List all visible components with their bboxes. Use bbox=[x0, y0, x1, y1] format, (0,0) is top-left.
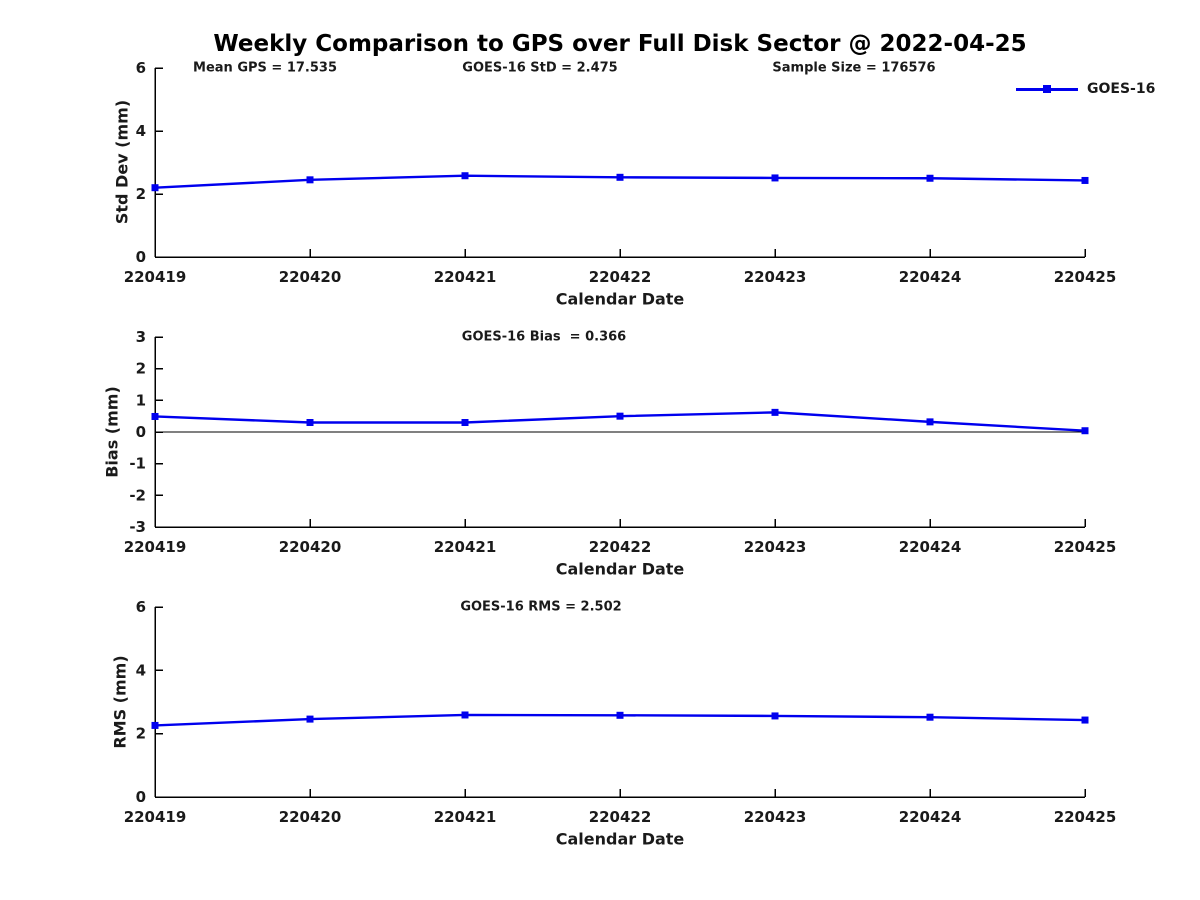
x-tick-label: 220424 bbox=[899, 268, 962, 286]
data-point-marker bbox=[1081, 176, 1089, 184]
x-tick-label: 220423 bbox=[744, 268, 807, 286]
y-tick-label: 0 bbox=[136, 248, 146, 266]
x-tick-label: 220424 bbox=[899, 538, 962, 556]
xlabel-std-dev: Calendar Date bbox=[555, 289, 685, 309]
y-tick-label: 0 bbox=[136, 788, 146, 806]
y-tick-label: 6 bbox=[136, 598, 146, 616]
data-point-marker bbox=[926, 713, 934, 721]
data-point-marker bbox=[306, 419, 314, 426]
x-tick-label: 220422 bbox=[589, 268, 652, 286]
x-tick-label: 220423 bbox=[744, 808, 807, 826]
y-tick-label: 4 bbox=[136, 661, 146, 679]
x-tick-label: 220424 bbox=[899, 808, 962, 826]
y-tick-label: 6 bbox=[136, 59, 146, 77]
x-tick-label: 220419 bbox=[124, 268, 187, 286]
x-tick-label: 220422 bbox=[589, 538, 652, 556]
legend-label: GOES-16 bbox=[1087, 81, 1156, 97]
data-point-marker bbox=[461, 172, 469, 180]
x-tick-label: 220425 bbox=[1054, 538, 1117, 556]
x-tick-label: 220421 bbox=[434, 808, 497, 826]
y-tick-label: 2 bbox=[136, 360, 146, 378]
annotation-goes16-std: GOES-16 StD = 2.475 bbox=[462, 60, 618, 76]
data-point-marker bbox=[926, 174, 934, 182]
annotation-goes16-bias: GOES-16 Bias = 0.366 bbox=[461, 329, 627, 345]
data-point-marker bbox=[771, 408, 779, 416]
y-tick-label: 2 bbox=[136, 185, 146, 203]
x-tick-label: 220423 bbox=[744, 538, 807, 556]
x-tick-label: 220419 bbox=[124, 538, 187, 556]
x-tick-label: 220421 bbox=[434, 538, 497, 556]
y-tick-label: -3 bbox=[129, 518, 146, 536]
annotation-goes16-rms: GOES-16 RMS = 2.502 bbox=[460, 599, 622, 615]
data-point-marker bbox=[151, 721, 159, 729]
x-tick-label: 220422 bbox=[589, 808, 652, 826]
y-tick-label: -2 bbox=[129, 486, 146, 504]
y-tick-label: 1 bbox=[136, 391, 146, 409]
ylabel-std-dev: Std Dev (mm) bbox=[112, 99, 132, 225]
figure-title: Weekly Comparison to GPS over Full Disk … bbox=[213, 31, 1027, 57]
data-point-marker bbox=[771, 174, 779, 182]
y-tick-label: 3 bbox=[136, 328, 146, 346]
ylabel-bias: Bias (mm) bbox=[102, 386, 122, 478]
ylabel-rms: RMS (mm) bbox=[110, 655, 130, 749]
x-tick-label: 220420 bbox=[279, 268, 342, 286]
data-point-marker bbox=[306, 176, 314, 184]
data-point-marker bbox=[461, 419, 469, 426]
y-tick-label: 0 bbox=[136, 423, 146, 441]
xlabel-rms: Calendar Date bbox=[555, 829, 685, 849]
y-tick-label: -1 bbox=[129, 455, 146, 473]
legend-square-marker-icon bbox=[1043, 85, 1051, 93]
plot-rms: 0 2 4 6 220419 220420 220421 220422 220423 220424… bbox=[124, 598, 1117, 826]
xlabel-bias: Calendar Date bbox=[555, 559, 685, 579]
data-point-marker bbox=[1081, 716, 1089, 724]
x-tick-label: 220420 bbox=[279, 538, 342, 556]
data-point-marker bbox=[926, 418, 934, 426]
plot-bias: -3 -2 -1 0 1 2 3 220419 220420 220421 220422 220423… bbox=[124, 328, 1117, 556]
x-tick-label: 220425 bbox=[1054, 808, 1117, 826]
x-tick-label: 220425 bbox=[1054, 268, 1117, 286]
data-point-marker bbox=[616, 412, 624, 420]
annotation-mean-gps: Mean GPS = 17.535 bbox=[193, 60, 337, 76]
y-tick-label: 2 bbox=[136, 725, 146, 743]
y-tick-label: 4 bbox=[136, 122, 146, 140]
data-point-marker bbox=[461, 711, 469, 719]
data-point-marker bbox=[616, 711, 624, 719]
legend-line-sample-icon bbox=[1016, 85, 1078, 93]
data-point-marker bbox=[306, 715, 314, 723]
data-point-marker bbox=[1081, 427, 1089, 435]
data-point-marker bbox=[151, 184, 159, 192]
data-point-marker bbox=[151, 412, 159, 420]
plot-std-dev: 0 2 4 6 220419 220420 220421 220422 220423 220424… bbox=[124, 59, 1117, 286]
x-tick-label: 220420 bbox=[279, 808, 342, 826]
legend: GOES-16 bbox=[1016, 81, 1155, 97]
annotation-sample-size: Sample Size = 176576 bbox=[772, 60, 936, 76]
data-point-marker bbox=[616, 173, 624, 181]
data-point-marker bbox=[771, 712, 779, 720]
x-tick-label: 220421 bbox=[434, 268, 497, 286]
x-tick-label: 220419 bbox=[124, 808, 187, 826]
